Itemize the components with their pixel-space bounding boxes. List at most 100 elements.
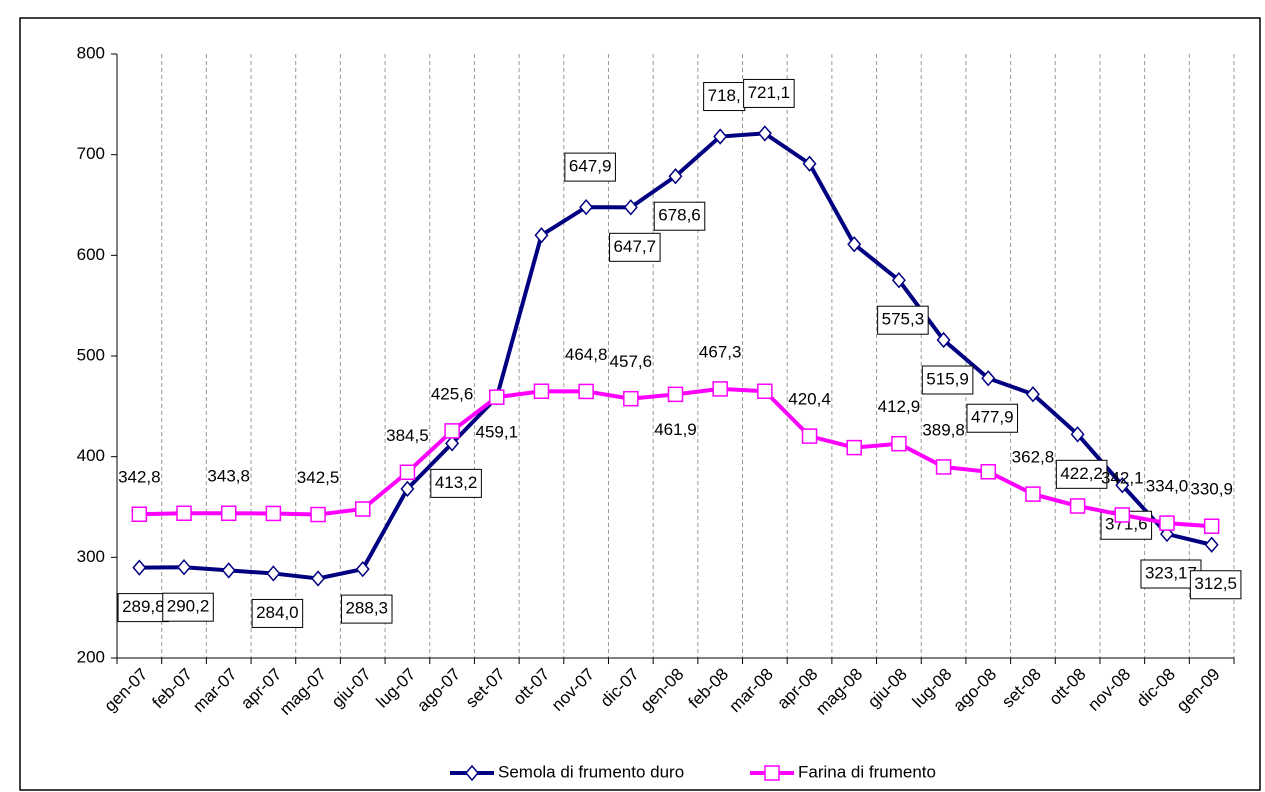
y-tick-label: 800 — [77, 43, 105, 62]
x-tick-label: giu-07 — [328, 665, 375, 712]
data-label-group: 289,8 — [117, 593, 170, 623]
marker — [265, 505, 282, 522]
marker — [1069, 498, 1086, 514]
data-label-box — [743, 78, 795, 108]
x-tick-label: ago-07 — [413, 665, 464, 716]
marker — [712, 381, 728, 397]
x-tick-label: mar-07 — [189, 665, 241, 717]
data-label: 459,1 — [476, 423, 519, 442]
x-tick-label: mag-07 — [276, 665, 330, 719]
data-label-group: 284,0 — [251, 598, 304, 628]
data-label-group: 288,3 — [340, 594, 393, 624]
data-label-box — [1189, 570, 1242, 600]
marker — [757, 125, 772, 142]
data-label-box — [430, 468, 482, 498]
marker — [399, 464, 416, 481]
x-tick-label: nov-08 — [1084, 665, 1134, 715]
series-line — [139, 131, 1213, 581]
marker — [310, 506, 326, 523]
marker — [534, 227, 549, 244]
marker — [221, 562, 236, 579]
data-label-box — [117, 593, 170, 623]
x-tick-label: feb-07 — [148, 665, 196, 713]
data-label-box — [877, 305, 929, 335]
data-label-group: 647,7 — [609, 232, 661, 262]
data-label: 343,8 — [207, 467, 250, 486]
x-tick-label: mag-08 — [812, 665, 866, 719]
x-tick-label: ago-08 — [949, 665, 1000, 716]
marker — [444, 423, 460, 439]
data-label: 362,8 — [1012, 448, 1055, 467]
marker — [445, 435, 460, 452]
marker — [311, 570, 326, 587]
marker — [1159, 515, 1175, 531]
marker — [802, 155, 817, 172]
x-tick-label: gen-09 — [1173, 665, 1224, 716]
marker — [757, 383, 773, 399]
marker — [1204, 536, 1219, 553]
data-label: 323,17 — [1145, 563, 1197, 582]
x-tick-label: mar-08 — [725, 665, 777, 717]
data-label: 647,7 — [614, 237, 657, 256]
data-label: 420,4 — [788, 390, 831, 409]
marker — [846, 439, 862, 456]
data-label: 678,6 — [658, 206, 701, 225]
data-label: 721,1 — [748, 83, 791, 102]
data-label-box — [1100, 510, 1153, 540]
data-label: 477,9 — [971, 408, 1014, 427]
data-label: 575,3 — [882, 310, 925, 329]
marker — [623, 199, 638, 216]
data-label-box — [251, 598, 304, 628]
marker — [801, 428, 818, 444]
data-label: 412,9 — [878, 397, 921, 416]
data-label: 288,3 — [345, 599, 388, 618]
x-tick-label: ott-07 — [509, 665, 553, 709]
data-label-group: 413,2 — [430, 468, 482, 498]
x-tick-label: set-08 — [998, 665, 1045, 712]
data-label-box — [921, 365, 974, 395]
marker — [1114, 507, 1131, 523]
marker — [1203, 518, 1220, 534]
marker — [266, 565, 281, 582]
marker — [847, 236, 862, 253]
marker — [220, 505, 237, 521]
marker — [667, 386, 684, 403]
data-label: 718, — [708, 86, 741, 105]
marker — [400, 480, 415, 498]
data-label: 384,5 — [386, 426, 429, 445]
x-tick-label: gen-08 — [637, 665, 688, 716]
data-label: 389,8 — [922, 420, 965, 439]
marker — [980, 464, 997, 480]
marker — [936, 331, 951, 349]
x-tick-label: nov-07 — [548, 665, 598, 715]
chart-frame — [19, 17, 1261, 791]
x-tick-label: feb-08 — [685, 665, 733, 713]
y-tick-label: 700 — [77, 144, 105, 163]
data-label-group: 575,3 — [877, 305, 929, 335]
marker — [1025, 486, 1041, 502]
x-tick-label: ott-08 — [1045, 665, 1089, 709]
marker — [489, 389, 505, 405]
data-label: 289,8 — [122, 597, 165, 616]
marker — [354, 501, 371, 517]
data-label-group: 647,9 — [564, 152, 616, 182]
data-label-box — [653, 201, 706, 231]
data-label: 647,9 — [569, 157, 612, 176]
data-label-group: 678,6 — [653, 201, 706, 231]
data-label: 342,1 — [1101, 468, 1144, 487]
marker — [1115, 477, 1130, 494]
marker — [891, 272, 906, 289]
marker — [668, 168, 683, 185]
data-label: 312,5 — [1194, 574, 1237, 593]
data-label-box — [703, 82, 746, 112]
data-label: 422,2 — [1060, 464, 1103, 483]
data-label-box — [162, 592, 214, 622]
data-label-group: 477,9 — [966, 403, 1019, 433]
marker — [1070, 426, 1085, 443]
data-label: 334,0 — [1146, 477, 1189, 496]
data-label-box — [609, 232, 661, 262]
x-tick-label: giu-08 — [864, 665, 911, 712]
marker — [578, 383, 594, 400]
marker — [713, 128, 728, 145]
